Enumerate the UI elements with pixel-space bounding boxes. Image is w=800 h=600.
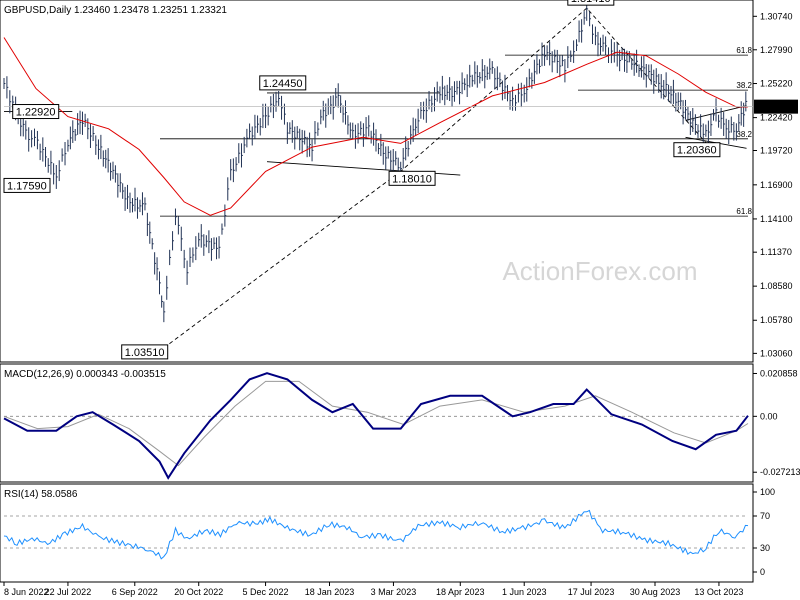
rsi-pane-title: RSI(14) 58.0586 bbox=[4, 489, 78, 500]
price-axis-ticks: 1.30740 1.27990 1.25220 1.22420 1.19720 1.169… bbox=[753, 11, 793, 358]
date-tick-label: 6 Sep 2022 bbox=[112, 587, 158, 597]
date-tick-label: 18 Jan 2023 bbox=[305, 587, 355, 597]
price-annotation-label: 1.17590 bbox=[7, 180, 47, 192]
rsi-tick-label: 100 bbox=[760, 487, 775, 497]
rsi-line bbox=[3, 509, 749, 560]
date-tick-label: 22 Jul 2022 bbox=[45, 587, 92, 597]
price-tick-label: 1.27990 bbox=[760, 45, 793, 55]
date-tick-label: 18 Apr 2023 bbox=[436, 587, 485, 597]
rsi-tick-label: 0 bbox=[760, 567, 765, 577]
moving-average-line bbox=[3, 37, 748, 216]
price-tick-label: 1.19720 bbox=[760, 145, 793, 155]
current-price-box bbox=[754, 99, 798, 114]
macd-line bbox=[3, 372, 749, 480]
date-tick-label: 1 Jun 2023 bbox=[502, 587, 547, 597]
price-tick-label: 1.03060 bbox=[760, 348, 793, 358]
price-tick-label: 1.11370 bbox=[760, 247, 792, 257]
fib-level-label: 61.8 bbox=[736, 46, 752, 55]
date-tick-label: 5 Dec 2022 bbox=[243, 587, 289, 597]
rsi-series: 100 70 30 0 bbox=[3, 487, 775, 577]
macd-tick-label: 0.020858 bbox=[760, 368, 798, 378]
price-tick-label: 1.25220 bbox=[760, 79, 793, 89]
price-annotation-box bbox=[121, 344, 169, 360]
price-series bbox=[3, 0, 753, 323]
price-tick-label: 1.16900 bbox=[760, 180, 793, 190]
current-price-label: 1.23321 bbox=[757, 102, 790, 112]
date-tick-label: 13 Oct 2023 bbox=[694, 587, 743, 597]
date-tick-label: 17 Jul 2023 bbox=[568, 587, 615, 597]
macd-tick-label: -0.027213 bbox=[760, 467, 800, 477]
macd-series: 0.020858 0.00 -0.027213 bbox=[3, 368, 800, 480]
price-annotation-box bbox=[567, 0, 615, 6]
date-tick-label: 20 Oct 2022 bbox=[174, 587, 223, 597]
watermark-text: ActionForex.com bbox=[502, 256, 697, 286]
price-pane-title: GBPUSD,Daily 1.23460 1.23478 1.23251 1.2… bbox=[4, 5, 227, 16]
price-annotation-label: 1.22920 bbox=[16, 107, 56, 119]
rsi-tick-label: 70 bbox=[760, 511, 770, 521]
price-tick-label: 1.08580 bbox=[760, 281, 793, 291]
price-tick-label: 1.30740 bbox=[760, 11, 793, 21]
date-tick-label: 3 Mar 2023 bbox=[371, 587, 417, 597]
macd-pane-frame bbox=[0, 363, 754, 483]
price-annotation-box bbox=[673, 142, 721, 158]
price-annotation-label: 1.20360 bbox=[677, 145, 717, 157]
price-annotation-label: 1.24450 bbox=[263, 78, 303, 90]
price-tick-label: 1.05780 bbox=[760, 315, 793, 325]
fib-level-label: 38.2 bbox=[736, 81, 752, 90]
fib-level-label: 61.8 bbox=[736, 207, 752, 216]
macd-pane-title: MACD(12,26,9) 0.000343 -0.003515 bbox=[4, 369, 166, 380]
price-annotation-label: 1.03510 bbox=[125, 347, 165, 359]
date-tick-label: 30 Aug 2023 bbox=[630, 587, 681, 597]
price-annotation-label: 1.31410 bbox=[571, 0, 611, 5]
rsi-tick-label: 30 bbox=[760, 543, 770, 553]
current-price-marker: 1.23321 bbox=[754, 99, 798, 114]
macd-tick-label: 0.00 bbox=[760, 411, 778, 421]
price-annotation-label: 1.18010 bbox=[392, 173, 432, 185]
date-tick-label: 8 Jun 2022 bbox=[4, 587, 49, 597]
price-tick-label: 1.22420 bbox=[760, 113, 793, 123]
price-tick-label: 1.14100 bbox=[760, 214, 793, 224]
price-annotations: 1.31410 1.24450 1.22920 1.17590 1.18010 1.203… bbox=[3, 0, 721, 360]
price-annotation-box bbox=[388, 170, 436, 186]
fib-level-label: 38.2 bbox=[736, 130, 752, 139]
rsi-pane-frame bbox=[0, 483, 754, 583]
macd-signal-line bbox=[3, 380, 749, 467]
price-pane-frame bbox=[0, 0, 754, 363]
price-annotation-box bbox=[12, 104, 60, 120]
price-annotation-box bbox=[3, 177, 51, 193]
price-annotation-box bbox=[259, 75, 307, 91]
